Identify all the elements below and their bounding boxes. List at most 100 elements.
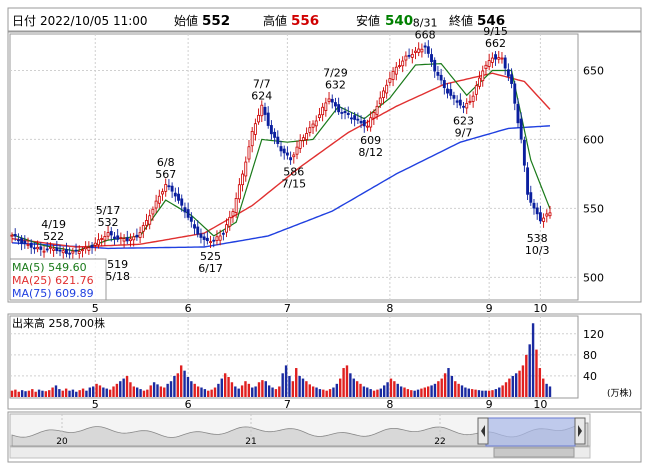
volume-bar bbox=[538, 368, 542, 397]
candle-body bbox=[132, 236, 136, 241]
candle-body bbox=[145, 220, 148, 226]
header-date-value: 2022/10/05 11:00 bbox=[40, 14, 148, 28]
candle-body bbox=[465, 102, 469, 109]
candle-body bbox=[506, 69, 510, 77]
volume-bar bbox=[335, 383, 339, 397]
candle-body bbox=[308, 127, 312, 133]
volume-bar bbox=[437, 381, 440, 397]
volume-y-tick-2: 40 bbox=[583, 370, 597, 383]
candle-body bbox=[157, 195, 161, 204]
volume-bar bbox=[169, 381, 173, 397]
volume-bar bbox=[514, 373, 518, 397]
candle-body bbox=[241, 173, 245, 186]
price-x-axis: 5 6 7 8 9 10 bbox=[92, 302, 548, 315]
volume-bar bbox=[410, 390, 413, 397]
header-bar: 日付 2022/10/05 11:00 始値 552 高値 556 安値 540… bbox=[7, 7, 642, 32]
volume-bar bbox=[467, 388, 470, 397]
volume-bar bbox=[163, 387, 166, 397]
candle-body bbox=[289, 157, 293, 161]
navigator-axis: 20 21 22 bbox=[56, 414, 446, 447]
volume-bar bbox=[487, 390, 491, 397]
volume-bar bbox=[474, 389, 477, 397]
volume-bar bbox=[454, 381, 457, 397]
annotation-price-12: 538 bbox=[527, 232, 548, 245]
candle-body bbox=[401, 60, 405, 67]
volume-bar bbox=[274, 389, 278, 397]
volume-bar bbox=[179, 365, 183, 397]
candle-body bbox=[228, 216, 232, 227]
volume-bar bbox=[349, 373, 352, 397]
volume-bar bbox=[142, 390, 146, 397]
volume-bar bbox=[443, 373, 447, 397]
candle-body bbox=[282, 148, 286, 154]
volume-bar bbox=[200, 387, 203, 397]
candle-body bbox=[276, 136, 280, 144]
candle-body bbox=[353, 115, 357, 120]
volume-bar bbox=[156, 384, 159, 397]
navigator-scroll-thumb[interactable] bbox=[493, 447, 575, 458]
candle-body bbox=[29, 242, 33, 248]
candle-body bbox=[295, 146, 299, 155]
annotation-price-8: 609 bbox=[360, 134, 381, 147]
header-low-label: 安値 bbox=[356, 13, 380, 28]
volume-bar bbox=[207, 390, 210, 397]
volume-bar bbox=[325, 390, 328, 397]
volume-bar bbox=[396, 383, 399, 397]
volume-bar bbox=[420, 388, 423, 397]
annotation-date-6: 7/15 bbox=[281, 178, 306, 191]
volume-bar bbox=[352, 378, 355, 397]
volume-bar bbox=[75, 391, 78, 397]
annotation-date-10: 9/7 bbox=[455, 127, 473, 140]
candle-body bbox=[109, 231, 113, 236]
navigator-selection[interactable] bbox=[485, 417, 576, 447]
volume-bar bbox=[10, 390, 14, 397]
candle-body bbox=[417, 48, 421, 53]
annotation-price-5: 624 bbox=[251, 89, 272, 102]
volume-bar bbox=[244, 381, 247, 397]
volume-bar bbox=[115, 383, 119, 397]
annotation-date-1: 5/17 bbox=[96, 204, 121, 217]
annotation-price-0: 522 bbox=[43, 230, 64, 243]
annotation-price-2: 519 bbox=[107, 258, 128, 271]
volume-bar bbox=[393, 381, 396, 397]
volume-bar bbox=[193, 383, 196, 397]
volume-bar bbox=[48, 390, 51, 397]
volume-bar bbox=[481, 390, 484, 397]
navigator[interactable]: 20 21 22 bbox=[7, 411, 642, 463]
candle-body bbox=[237, 184, 241, 200]
volume-bar bbox=[203, 389, 207, 397]
volume-bar bbox=[240, 385, 244, 397]
x-tick-label-1: 6 bbox=[185, 302, 192, 315]
candle-body bbox=[218, 235, 222, 241]
candle-body bbox=[446, 88, 449, 94]
legend-ma25: MA(25) 621.76 bbox=[12, 274, 94, 287]
candle-body bbox=[87, 247, 91, 251]
volume-bar bbox=[362, 386, 366, 397]
candle-body bbox=[260, 104, 264, 117]
volume-bar bbox=[135, 387, 139, 397]
volume-bar bbox=[345, 365, 349, 397]
volume-bar bbox=[470, 389, 474, 397]
candle-body bbox=[125, 237, 129, 242]
annotation-date-9: 8/31 bbox=[413, 17, 438, 30]
volume-bar bbox=[81, 388, 85, 397]
candle-body bbox=[135, 234, 139, 238]
candle-body bbox=[16, 239, 20, 242]
header-close-value: 546 bbox=[477, 13, 505, 29]
candle-body bbox=[119, 237, 123, 239]
candle-body bbox=[378, 97, 382, 105]
candle-body bbox=[513, 83, 517, 104]
annotation-price-1: 532 bbox=[98, 216, 119, 229]
candle-body bbox=[58, 249, 62, 252]
candle-body bbox=[42, 250, 46, 253]
candle-body bbox=[452, 95, 456, 99]
candle-body bbox=[61, 250, 65, 254]
volume-bar bbox=[322, 389, 325, 397]
volume-bar bbox=[342, 368, 345, 397]
candle-body bbox=[481, 70, 485, 82]
candle-body bbox=[407, 54, 411, 57]
candle-body bbox=[97, 239, 100, 246]
navigator-scrollbar[interactable] bbox=[9, 446, 591, 459]
volume-bar bbox=[129, 382, 132, 397]
